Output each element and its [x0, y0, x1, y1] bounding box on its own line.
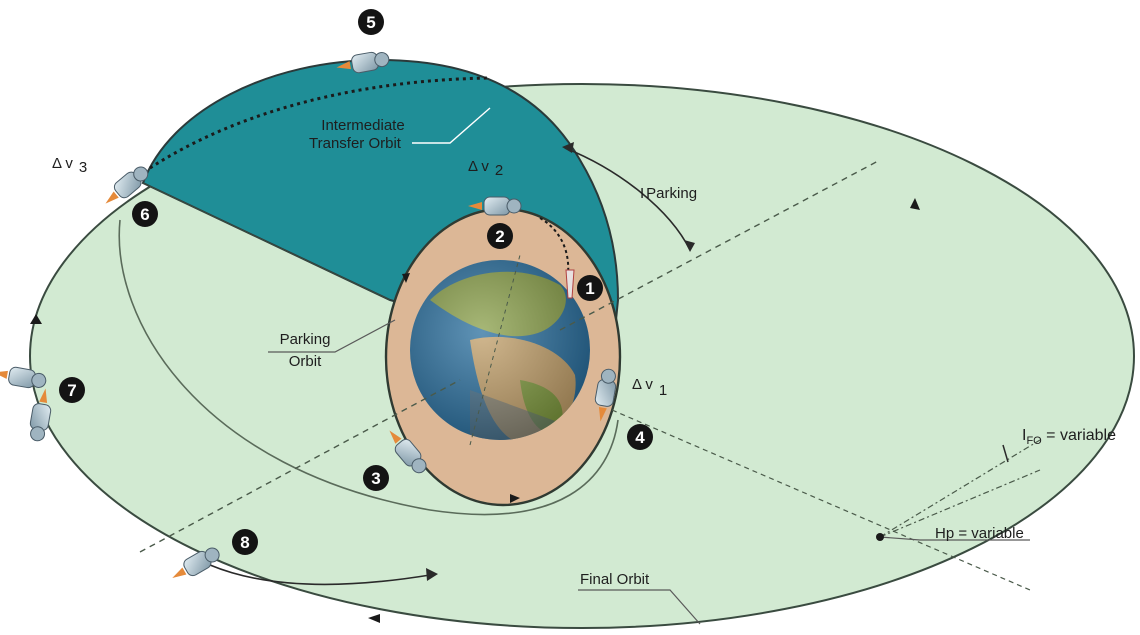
parking-orbit-label-line2: Orbit [289, 353, 322, 370]
spacecraft-icon [172, 547, 220, 578]
final-orbit-label: Final Orbit [580, 571, 650, 588]
apse-line [611, 409, 1031, 591]
orbit-arrow-icon [368, 614, 380, 623]
step-marker-5: 5 [358, 9, 384, 35]
ifo-arrow-icon [1002, 444, 1009, 463]
delta-v3-label: Δ v 3 [52, 155, 87, 176]
parking-orbit-label-line1: Parking [280, 331, 331, 348]
step-number: 6 [140, 205, 149, 224]
spacecraft-icon [336, 51, 390, 74]
delta-v1-subscript: 1 [659, 382, 667, 399]
spacecraft-icon [389, 430, 427, 474]
i-parking-subscript: Parking [646, 185, 697, 202]
spacecraft-icon [105, 166, 149, 204]
transfer-orbit-path [118, 219, 619, 516]
final-approach-arrow-icon [426, 568, 438, 581]
i-parking-symbol: I [640, 185, 644, 202]
delta-v1-label: Δ v 1 [632, 376, 667, 399]
spacecraft-icon [468, 196, 522, 216]
step-number: 5 [366, 13, 375, 32]
node-line-left [139, 379, 461, 553]
orbit-arrow-icon [30, 314, 42, 324]
transfer-boundary [142, 182, 391, 301]
spacecraft-icon [0, 366, 47, 389]
inclination-arrow-icon [684, 240, 695, 252]
orbit-arrow-icon [510, 494, 520, 503]
perigee-point [876, 533, 884, 541]
step-marker-2: 2 [487, 223, 513, 249]
step-number: 2 [495, 227, 504, 246]
spacecraft-icon [29, 388, 52, 442]
hp-label: Hp = variable [935, 525, 1024, 542]
step-marker-8: 8 [232, 529, 258, 555]
final-orbit-callout-line [578, 589, 701, 625]
step-number: 8 [240, 533, 249, 552]
step-number: 4 [635, 428, 645, 447]
delta-v3-subscript: 3 [79, 159, 87, 176]
delta-v2-label: Δ v 2 [468, 158, 503, 179]
ifo-symbol: I [1022, 427, 1026, 444]
launcher-icon [565, 269, 575, 299]
intermediate-transfer-orbit-label-line1: Intermediate [321, 117, 404, 134]
step-marker-1: 1 [577, 275, 603, 301]
delta-v1-symbol: Δ v [632, 376, 653, 393]
earth-axis [469, 254, 521, 446]
final-approach-arrow [209, 564, 431, 586]
delta-v2-symbol: Δ v [468, 158, 489, 175]
step-marker-4: 4 [627, 424, 653, 450]
hp-callout-line [879, 536, 1030, 541]
parking-callout-line [268, 319, 396, 353]
ifo-label: IFO = variable [1022, 427, 1116, 447]
step-marker-7: 7 [59, 377, 85, 403]
intermediate-transfer-orbit-label-line2: Transfer Orbit [309, 135, 402, 152]
spacecraft-icon [594, 368, 617, 422]
earth-icon [410, 260, 590, 440]
delta-v2-subscript: 2 [495, 162, 503, 179]
step-number: 3 [371, 469, 380, 488]
ifo-subscript: FO [1026, 435, 1042, 447]
ifo-value: = variable [1042, 427, 1116, 444]
ifo-angle-lines [879, 439, 1041, 538]
launch-trajectory [539, 217, 570, 276]
orbit-arrow-icon [402, 273, 410, 283]
delta-v3-symbol: Δ v [52, 155, 73, 172]
node-line-right [559, 159, 881, 331]
i-parking-label: I Parking [640, 185, 697, 202]
step-marker-6: 6 [132, 201, 158, 227]
orbit-arrow-icon [910, 198, 920, 210]
inclination-arrow-icon [562, 142, 574, 153]
intermediate-callout-line [412, 107, 491, 144]
step-marker-3: 3 [363, 465, 389, 491]
transfer-trajectory [149, 76, 491, 170]
step-number: 1 [585, 279, 594, 298]
inclination-arc [564, 147, 691, 251]
step-number: 7 [67, 381, 76, 400]
